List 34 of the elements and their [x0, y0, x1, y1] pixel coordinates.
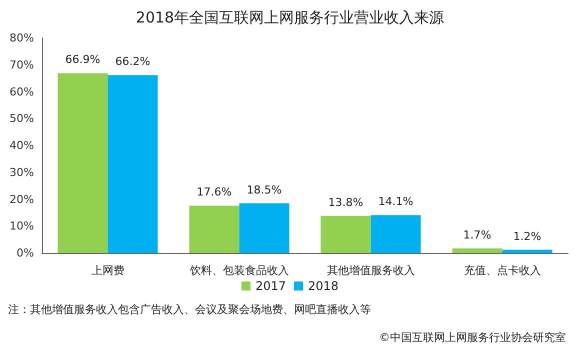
text: 66.9%: [65, 53, 100, 66]
text: 14.1%: [378, 195, 414, 208]
bar: [108, 75, 158, 253]
text: 66.2%: [115, 55, 150, 68]
y-tick-label: 0%: [16, 246, 34, 260]
y-tick-label: 50%: [10, 112, 34, 126]
y-tick-label: 20%: [10, 192, 34, 206]
text: 17.6%: [196, 186, 232, 199]
y-tick-label: 30%: [10, 166, 34, 179]
text: 1.2%: [513, 230, 542, 243]
bar: [58, 73, 108, 253]
x-tick-label: 上网费: [91, 264, 124, 277]
y-tick-label: 70%: [10, 58, 34, 72]
bar: [452, 248, 502, 253]
bar: [320, 216, 371, 253]
chart-title: 2018年全国互联网上网服务行业营业收入来源: [136, 8, 444, 26]
bar: [502, 250, 552, 253]
y-tick-label: 40%: [10, 139, 34, 152]
x-tick-label: 充值、点卡收入: [464, 264, 541, 277]
y-tick-label: 60%: [10, 85, 34, 98]
y-tick-label: 10%: [10, 220, 34, 233]
text: 13.8%: [328, 196, 364, 209]
bar: [370, 215, 421, 253]
x-tick-label: 其他增值服务收入: [326, 264, 415, 277]
text: 18.5%: [246, 183, 282, 196]
text: 1.7%: [463, 228, 492, 242]
legend-label: 2017: [255, 279, 286, 293]
y-tick-label: 80%: [10, 32, 34, 44]
bar: [239, 203, 290, 253]
text: ©中国互联网上网服务行业协会研究室: [379, 331, 566, 344]
bar: [189, 206, 240, 253]
legend-label: 2018: [308, 279, 339, 293]
x-tick-label: 饮料、包装食品收入: [188, 264, 289, 277]
text: 注：其他增值服务收入包含广告收入、会议及聚会场地费、网吧直播收入等: [8, 303, 371, 316]
